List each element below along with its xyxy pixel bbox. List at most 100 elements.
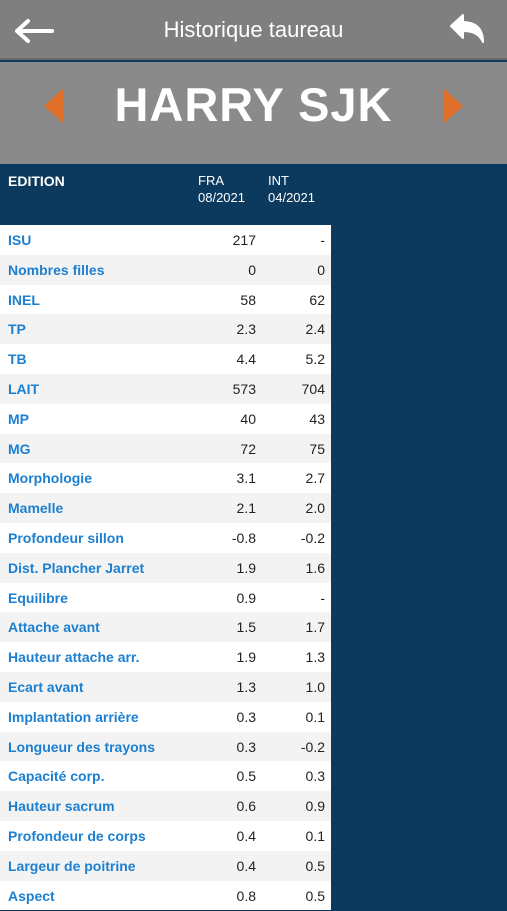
index-table[interactable]: ISU 217- Nombres filles 0 0 INEL 58 62 TP 2.3 2.4 T…: [0, 225, 331, 911]
fra-value: 1.5: [236, 619, 256, 636]
table-row[interactable]: TB 4.4 5.2: [0, 344, 331, 374]
table-row[interactable]: Largeur de poitrine 0.4 0.5: [0, 850, 331, 881]
fra-value: 0: [248, 261, 256, 278]
row-label: Hauteur attache arr.: [8, 649, 140, 666]
int-value: -: [320, 232, 325, 248]
row-label: Largeur de poitrine: [8, 857, 136, 874]
row-label: MP: [8, 410, 29, 427]
table-row[interactable]: Capacité corp. 0.5 0.3: [0, 761, 331, 792]
row-label: Implantation arrière: [8, 708, 139, 725]
int-column-header: INT 04/2021: [268, 172, 315, 206]
fra-value: 4.4: [236, 351, 256, 368]
int-value: 0.3: [305, 768, 325, 785]
fra-value: 0.8: [236, 887, 256, 904]
table-row[interactable]: Equilibre 0.9 -: [0, 582, 331, 613]
row-label: Capacité corp.: [8, 768, 105, 785]
chevron-right-icon: [443, 88, 463, 124]
table-row[interactable]: ISU 217 -: [0, 225, 331, 255]
table-row[interactable]: Mamelle 2.1 2.0: [0, 493, 331, 523]
table-row[interactable]: Ecart avant 1.3 1.0: [0, 671, 331, 702]
int-value: 2.0: [305, 500, 325, 517]
table-row[interactable]: LAIT 573 704: [0, 373, 331, 404]
fra-value: 217: [232, 232, 256, 248]
int-value: 75: [309, 440, 325, 457]
int-value: 0: [317, 261, 325, 278]
int-value: 704: [301, 380, 325, 397]
fra-value: 573: [232, 380, 256, 397]
fra-value: 58: [240, 291, 256, 308]
fra-value: 0.3: [236, 708, 256, 725]
row-label: TB: [8, 351, 27, 368]
row-label: Attache avant: [8, 619, 100, 636]
table-row[interactable]: Aspect 0.8 0.5: [0, 880, 331, 911]
fra-value: 3.1: [236, 470, 256, 487]
row-label: INEL: [8, 291, 40, 308]
table-row[interactable]: MP 40 43: [0, 403, 331, 434]
int-value: 2.7: [305, 470, 325, 487]
fra-column-header: FRA 08/2021: [198, 172, 245, 206]
row-label: ISU: [8, 232, 32, 248]
fra-value: 0.6: [236, 798, 256, 815]
history-panel: EDITION FRA 08/2021 INT 04/2021 ISU 217 - N…: [0, 164, 507, 911]
table-row[interactable]: MG 72 75: [0, 433, 331, 464]
row-label: Nombres filles: [8, 261, 105, 278]
fra-value: 1.9: [236, 559, 256, 576]
navigation-bar: Historique taureau: [0, 0, 507, 60]
table-row[interactable]: Dist. Plancher Jarret 1.9 1.6: [0, 552, 331, 583]
int-header-date: 04/2021: [268, 190, 315, 205]
fra-value: 1.9: [236, 649, 256, 666]
table-row[interactable]: TP 2.3 2.4: [0, 314, 331, 345]
table-row[interactable]: Attache avant 1.5 1.7: [0, 612, 331, 643]
undo-icon: [450, 14, 484, 43]
int-value: 1.0: [305, 678, 325, 695]
row-label: MG: [8, 440, 31, 457]
fra-value: 0.4: [236, 827, 256, 844]
int-value: 5.2: [305, 351, 325, 368]
arrow-left-icon: [15, 19, 54, 43]
table-row[interactable]: Longueur des trayons 0.3 -0.2: [0, 731, 331, 762]
row-label: Hauteur sacrum: [8, 798, 115, 815]
fra-header-label: FRA: [198, 173, 224, 188]
int-value: 2.4: [305, 321, 325, 338]
row-label: Profondeur de corps: [8, 827, 146, 844]
bull-name: HARRY SJK: [114, 78, 393, 131]
int-value: 43: [309, 410, 325, 427]
page-title: Historique taureau: [163, 17, 344, 42]
edition-header: EDITION: [8, 173, 65, 189]
row-label: Profondeur sillon: [8, 529, 124, 546]
int-value: -0.2: [300, 738, 325, 755]
undo-button[interactable]: [445, 12, 489, 50]
fra-value: 1.3: [236, 678, 256, 695]
table-row[interactable]: Hauteur attache arr. 1.9 1.3: [0, 642, 331, 672]
chevron-left-icon: [44, 88, 64, 124]
fra-value: 0.4: [236, 857, 256, 874]
int-value: 0.9: [305, 798, 325, 815]
row-label: Ecart avant: [8, 678, 84, 695]
back-button[interactable]: [12, 16, 56, 46]
table-row[interactable]: Profondeur de corps 0.4 0.1: [0, 820, 331, 851]
table-row[interactable]: Hauteur sacrum 0.6 0.9: [0, 791, 331, 821]
fra-value: -0.8: [231, 529, 256, 546]
int-header-label: INT: [268, 173, 289, 188]
previous-bull-button[interactable]: [40, 86, 68, 126]
int-value: 0.1: [305, 827, 325, 844]
int-value: -0.2: [300, 529, 325, 546]
fra-value: 72: [240, 440, 256, 457]
bull-header: HARRY SJK: [0, 62, 507, 164]
fra-value: 0.3: [236, 738, 256, 755]
table-row[interactable]: Morphologie 3.1 2.7: [0, 463, 331, 494]
table-header: EDITION FRA 08/2021 INT 04/2021: [0, 164, 331, 224]
next-bull-button[interactable]: [439, 86, 467, 126]
table-row[interactable]: Implantation arrière 0.3 0.1: [0, 701, 331, 732]
int-value: 1.6: [305, 559, 325, 576]
table-row[interactable]: INEL 58 62: [0, 284, 331, 315]
fra-value: 40: [240, 410, 256, 427]
int-value: 0.1: [305, 708, 325, 725]
table-row[interactable]: Nombres filles 0 0: [0, 254, 331, 285]
row-label: Aspect: [8, 887, 55, 904]
table-row[interactable]: Profondeur sillon -0.8 -0.2: [0, 522, 331, 553]
row-label: LAIT: [8, 380, 40, 397]
row-label: TP: [8, 321, 26, 338]
fra-value: 2.3: [236, 321, 256, 338]
int-value: 1.7: [305, 619, 325, 636]
